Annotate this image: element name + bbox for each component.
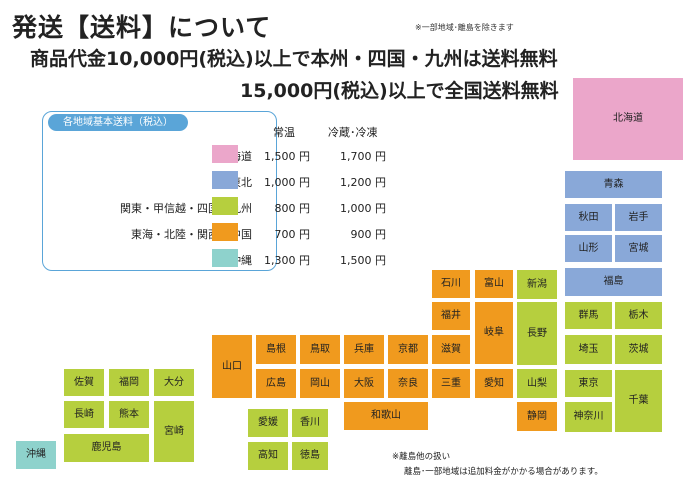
col-header-normal: 常温 [273, 126, 295, 139]
pref-tokushima: 徳島 [292, 442, 328, 470]
rate-row-normal-price: 800 円 [274, 202, 311, 215]
rate-row: 東海・北陸・関西・中国 700 円 900 円 [44, 220, 404, 246]
pref-saga: 佐賀 [64, 369, 104, 396]
pref-gunma: 群馬 [565, 302, 612, 329]
pref-ibaraki: 茨城 [615, 335, 662, 364]
pref-yamaguchi: 山口 [212, 335, 252, 398]
col-header-cold: 冷蔵･冷凍 [328, 126, 378, 139]
pref-nagano: 長野 [517, 302, 557, 365]
pref-kumamoto: 熊本 [109, 401, 149, 428]
rate-table-title: 各地域基本送料（税込） [48, 114, 188, 131]
pref-akita: 秋田 [565, 204, 612, 231]
rate-row-color-swatch [212, 249, 238, 267]
rate-row: 関東・甲信越・四国・九州 800 円 1,000 円 [44, 194, 404, 220]
rate-row-cold-price: 900 円 [350, 228, 387, 241]
pref-tochigi: 栃木 [615, 302, 662, 329]
pref-kagoshima: 鹿児島 [64, 434, 149, 462]
rate-row-cold-price: 1,700 円 [340, 150, 386, 163]
pref-fukui: 福井 [432, 302, 470, 330]
pref-kanagawa: 神奈川 [565, 402, 612, 432]
rate-row-color-swatch [212, 145, 238, 163]
pref-yamagata: 山形 [565, 235, 612, 262]
pref-hiroshima: 広島 [256, 369, 296, 398]
page-title: 発送【送料】について [12, 13, 272, 42]
rate-row-cold-price: 1,200 円 [340, 176, 386, 189]
pref-miyazaki: 宮崎 [154, 401, 194, 462]
remote-island-note-title: ※離島他の扱い [392, 452, 451, 462]
pref-okinawa: 沖縄 [16, 441, 56, 469]
rate-row-normal-price: 1,000 円 [264, 176, 310, 189]
pref-fukushima: 福島 [565, 268, 662, 296]
rate-row-cold-price: 1,500 円 [340, 254, 386, 267]
pref-kagawa: 香川 [292, 409, 328, 437]
pref-chiba: 千葉 [615, 370, 662, 432]
pref-iwate: 岩手 [615, 204, 662, 231]
rate-row-normal-price: 1,300 円 [264, 254, 310, 267]
exclusion-note: ※一部地域･離島を除きます [415, 23, 514, 32]
rate-row-color-swatch [212, 223, 238, 241]
pref-hyogo: 兵庫 [344, 335, 384, 364]
pref-ishikawa: 石川 [432, 270, 470, 298]
pref-saitama: 埼玉 [565, 335, 612, 364]
pref-okayama: 岡山 [300, 369, 340, 398]
pref-tottori: 鳥取 [300, 335, 340, 364]
pref-shizuoka: 静岡 [517, 402, 557, 431]
pref-tokyo: 東京 [565, 370, 612, 397]
pref-aichi: 愛知 [475, 369, 513, 398]
rate-table-box [42, 111, 277, 271]
free-shipping-condition-1: 商品代金10,000円(税込)以上で本州・四国・九州は送料無料 [30, 48, 558, 70]
free-shipping-condition-2: 15,000円(税込)以上で全国送料無料 [240, 80, 559, 102]
rate-row-color-swatch [212, 171, 238, 189]
pref-osaka: 大阪 [344, 369, 384, 398]
pref-wakayama: 和歌山 [344, 402, 428, 430]
rate-row: 北海道1,500 円1,700 円 [44, 142, 404, 168]
pref-mie: 三重 [432, 369, 470, 398]
remote-island-note: 離島･一部地域は追加料金がかかる場合があります。 [404, 467, 603, 477]
pref-aomori: 青森 [565, 171, 662, 198]
pref-shiga: 滋賀 [432, 335, 470, 364]
pref-yamanashi: 山梨 [517, 369, 557, 398]
rate-row: 沖縄 1,300 円 1,500 円 [44, 246, 404, 272]
pref-toyama: 富山 [475, 270, 513, 298]
rate-row-color-swatch [212, 197, 238, 215]
pref-gifu: 岐阜 [475, 302, 513, 364]
rate-row-normal-price: 1,500 円 [264, 150, 310, 163]
pref-kochi: 高知 [248, 442, 288, 470]
pref-hokkaido: 北海道 [573, 78, 683, 160]
rate-row-cold-price: 1,000 円 [340, 202, 386, 215]
rate-row-normal-price: 700 円 [274, 228, 311, 241]
pref-nara: 奈良 [388, 369, 428, 398]
pref-niigata: 新潟 [517, 270, 557, 299]
pref-nagasaki: 長崎 [64, 401, 104, 428]
pref-shimane: 島根 [256, 335, 296, 364]
pref-fukuoka: 福岡 [109, 369, 149, 396]
rate-row: 東北 1,000 円 1,200 円 [44, 168, 404, 194]
pref-miyagi: 宮城 [615, 235, 662, 262]
pref-kyoto: 京都 [388, 335, 428, 364]
pref-oita: 大分 [154, 369, 194, 396]
pref-ehime: 愛媛 [248, 409, 288, 437]
